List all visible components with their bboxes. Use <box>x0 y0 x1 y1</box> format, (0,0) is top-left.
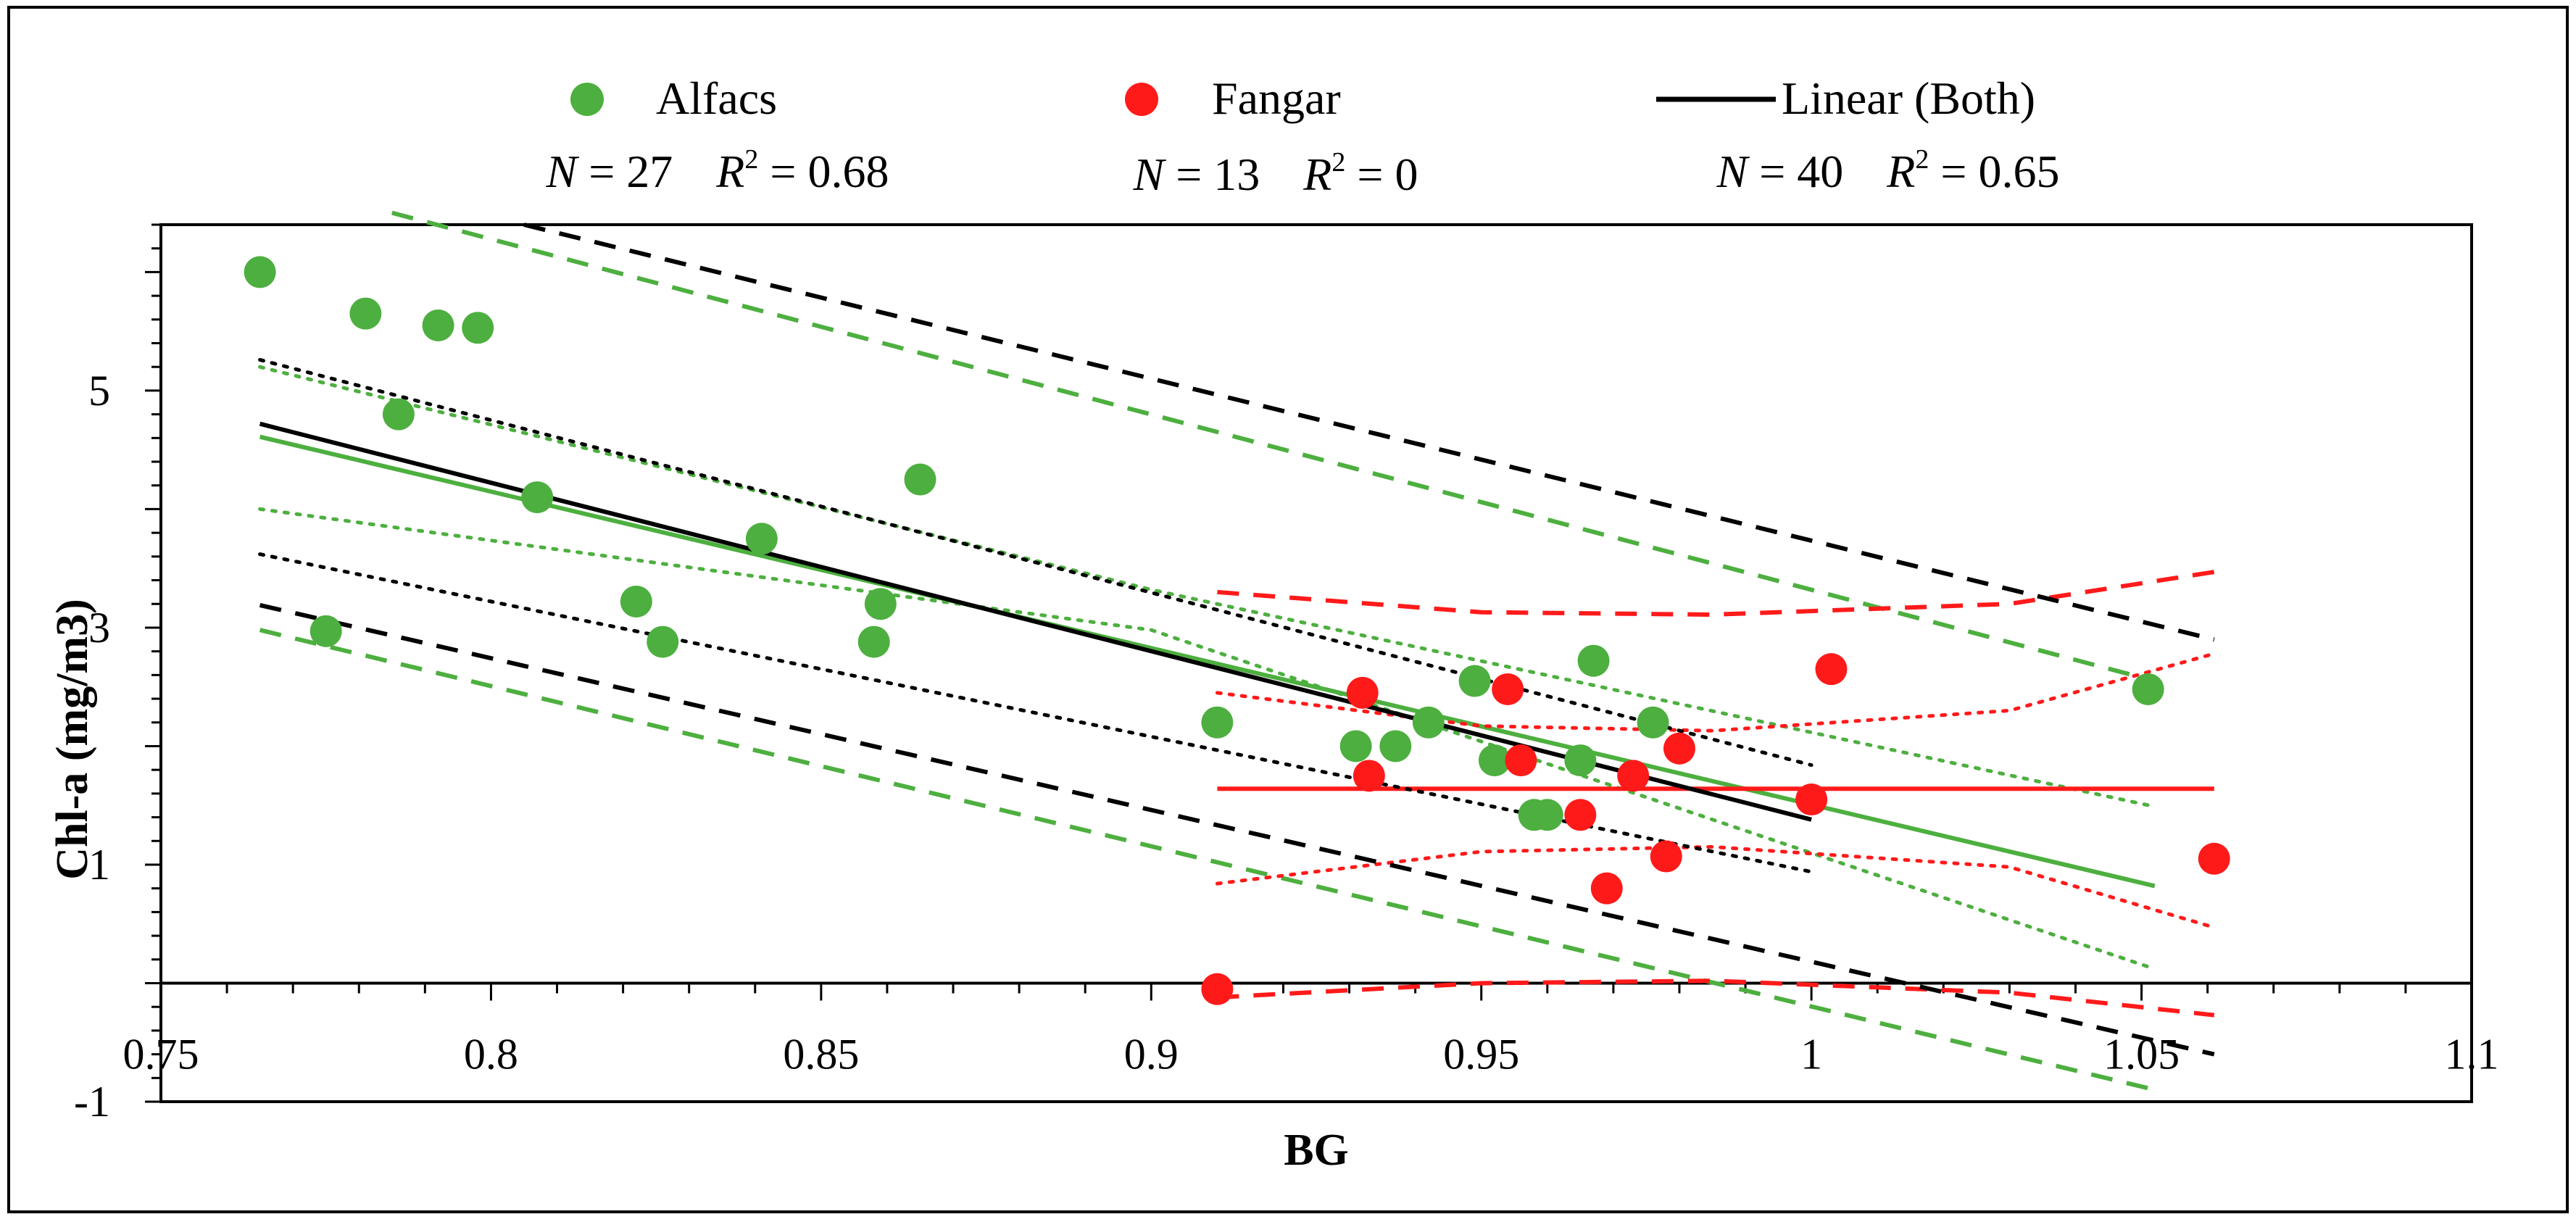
point-alfacs <box>244 256 276 288</box>
point-alfacs <box>1637 706 1669 739</box>
legend-stats-fangar: N = 13 R2 = 0 <box>1133 147 1418 200</box>
point-fangar <box>1492 673 1524 705</box>
point-alfacs <box>462 312 494 344</box>
legend-entry-fangar: Fangar N = 13 R2 = 0 <box>1125 72 1418 200</box>
point-alfacs <box>904 463 936 496</box>
fit-line-fangar-95-ci-lower <box>1215 844 2216 930</box>
point-alfacs <box>745 523 778 555</box>
x-tick-label: 0.9 <box>1124 1030 1179 1078</box>
x-tick-label: 0.85 <box>783 1030 859 1078</box>
point-alfacs <box>1458 665 1491 697</box>
legend-stats-linear-both: N = 40 R2 = 0.65 <box>1716 144 2060 197</box>
x-tick-label: 1.1 <box>2445 1030 2499 1078</box>
point-alfacs <box>1564 744 1597 777</box>
point-alfacs <box>1577 644 1610 677</box>
point-fangar <box>1795 784 1828 816</box>
fit-line-alfacs-95-ci-lower <box>258 507 2157 971</box>
point-alfacs <box>349 297 382 330</box>
x-tick-label: 0.95 <box>1443 1030 1519 1078</box>
legend-entry-linear-both: Linear (Both) N = 40 R2 = 0.65 <box>1656 72 2059 197</box>
point-alfacs <box>422 309 454 341</box>
point-alfacs <box>382 398 415 431</box>
point-alfacs <box>1478 744 1511 777</box>
y-tick-label: 1 <box>88 841 110 889</box>
point-fangar <box>1663 732 1695 765</box>
x-tick-label: 1 <box>1800 1030 1822 1078</box>
fit-line-alfacs-95-pi-upper <box>391 210 2156 683</box>
point-alfacs <box>864 588 897 620</box>
y-axis-title: Chl-a (mg/m3) <box>48 599 97 879</box>
point-fangar <box>1564 799 1597 831</box>
legend-marker-alfacs <box>570 83 604 116</box>
y-axis: -1 1 3 5 <box>74 223 161 1126</box>
legend-label-alfacs: Alfacs <box>656 72 777 124</box>
fit-line-alfacs-fit <box>259 434 2156 889</box>
point-fangar <box>1650 840 1682 873</box>
point-alfacs <box>1339 730 1372 762</box>
legend: Alfacs N = 27 R2 = 0.68 Fangar N = 13 R2 =… <box>546 72 2060 200</box>
point-alfacs <box>521 481 554 514</box>
point-fangar <box>1590 872 1623 905</box>
y-tick-label: 3 <box>88 604 110 652</box>
legend-label-linear-both: Linear (Both) <box>1782 72 2035 124</box>
point-fangar <box>1617 760 1650 792</box>
plot-area-frame <box>159 223 2473 1103</box>
point-fangar <box>2198 842 2230 875</box>
fit-line-both-95-pi-lower <box>259 602 2215 1057</box>
fit-line-alfacs-95-ci-upper <box>258 365 2157 809</box>
point-alfacs <box>1201 706 1234 739</box>
point-fangar <box>1346 676 1379 709</box>
point-alfacs <box>2132 673 2164 705</box>
data-points <box>244 256 2230 1005</box>
point-alfacs <box>309 615 342 647</box>
x-axis-title: BG <box>1284 1126 1349 1175</box>
point-fangar <box>1505 744 1537 777</box>
point-fangar <box>1201 973 1234 1005</box>
figure-frame <box>7 6 2569 1213</box>
x-tick-label: 0.75 <box>123 1030 199 1078</box>
point-fangar <box>1353 760 1385 792</box>
y-tick-label: -1 <box>74 1078 110 1126</box>
x-tick-label: 0.8 <box>464 1030 518 1078</box>
point-fangar <box>1815 653 1848 686</box>
legend-label-fangar: Fangar <box>1212 72 1341 124</box>
fit-lines <box>258 210 2216 1092</box>
legend-entry-alfacs: Alfacs N = 27 R2 = 0.68 <box>546 72 889 197</box>
fit-line-both-95-pi-upper <box>523 223 2215 642</box>
point-alfacs <box>1531 799 1563 831</box>
fit-line-linear-both <box>259 421 1812 822</box>
point-alfacs <box>1379 730 1412 762</box>
x-axis: 0.75 0.8 0.85 0.9 0.95 1 1.05 1.1 <box>123 981 2499 1078</box>
fit-line-both-95-ci-upper <box>258 357 1813 768</box>
point-alfacs <box>1412 706 1445 739</box>
point-alfacs <box>857 625 890 658</box>
point-alfacs <box>647 625 679 658</box>
legend-marker-fangar <box>1125 83 1158 116</box>
legend-stats-alfacs: N = 27 R2 = 0.68 <box>546 144 889 197</box>
point-alfacs <box>620 585 652 618</box>
y-tick-label: 5 <box>88 367 110 415</box>
